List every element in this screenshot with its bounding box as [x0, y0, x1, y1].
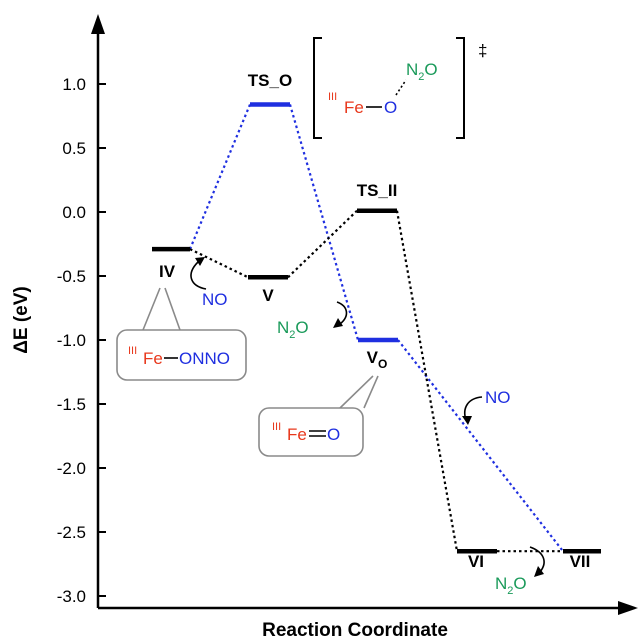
n2o-out-arrow-2: N2O — [495, 546, 545, 597]
right-bracket — [456, 37, 465, 139]
connector-v-ts_ii — [287, 209, 358, 279]
state-label-vii: VII — [570, 552, 591, 571]
no-in-arrow-1-head — [195, 257, 205, 266]
state-label-v-o: VO — [367, 348, 388, 371]
x-axis-title: Reaction Coordinate — [262, 620, 448, 641]
y-tick-label: -1.5 — [57, 395, 86, 414]
y-tick-label: -2.5 — [57, 523, 86, 542]
n2o-label-2: N2O — [495, 574, 527, 597]
y-tick-label: -2.0 — [57, 459, 86, 478]
y-tick-label: -3.0 — [57, 587, 86, 606]
iv-structure-box: III Fe ONNO — [116, 287, 247, 381]
y-tick-label: -1.0 — [57, 331, 86, 350]
iv-box-border — [116, 329, 247, 381]
ts-fe-oxidation: III — [328, 91, 337, 103]
vo-structure-box: III Fe O — [258, 375, 379, 457]
iv-fe-oxidation: III — [128, 345, 137, 357]
n2o-out-arrow-2-curve — [529, 546, 545, 573]
no-in-arrow-1: NO — [190, 257, 228, 309]
y-axis — [91, 14, 105, 608]
state-label-ts-o: TS_O — [248, 71, 292, 90]
n2o-out-arrow-1: N2O — [277, 301, 348, 341]
vo-callout-left — [339, 375, 374, 409]
n2o-out-arrow-1-head — [333, 318, 343, 328]
x-axis — [98, 601, 638, 615]
y-tick-label: -0.5 — [57, 267, 86, 286]
y-tick-label: 0.0 — [62, 203, 86, 222]
no-in-arrow-2-head — [462, 416, 472, 425]
iv-onno-label: ONNO — [179, 349, 230, 368]
y-tick-label: 0.5 — [62, 139, 86, 158]
ts-o-n-bond — [395, 79, 407, 96]
energy-levels — [152, 102, 601, 554]
left-bracket — [313, 37, 322, 139]
ts-n2o: N2O — [406, 60, 438, 83]
connector-ts_o-v_o — [288, 104, 360, 341]
state-label-iv: IV — [159, 262, 176, 281]
dagger-symbol: ‡ — [478, 41, 487, 60]
no-label-2: NO — [485, 388, 511, 407]
state-label-v: V — [262, 286, 274, 305]
vo-o-label: O — [327, 425, 340, 444]
x-axis-arrowhead — [618, 601, 638, 615]
state-labels: IV TS_O V TS_II VO VI VII — [159, 71, 590, 571]
n2o-out-arrow-1-curve — [336, 301, 348, 325]
vo-callout-right — [363, 375, 379, 409]
connector-iv-ts_o — [188, 104, 252, 250]
connector-lines — [188, 104, 564, 553]
y-axis-title: ΔE (eV) — [11, 286, 32, 354]
state-label-vi: VI — [468, 552, 484, 571]
no-label-1: NO — [202, 290, 228, 309]
n2o-label-1: N2O — [277, 318, 309, 341]
ts-structure-annotation: ‡ III Fe O N2O — [313, 37, 487, 139]
ts-o-label: O — [384, 98, 397, 117]
no-in-arrow-2: NO — [462, 388, 511, 425]
iv-fe-label: Fe — [143, 349, 163, 368]
y-axis-arrowhead — [91, 14, 105, 34]
vo-fe-label: Fe — [287, 425, 307, 444]
iv-callout-right — [164, 287, 181, 331]
ts-fe-label: Fe — [344, 98, 364, 117]
vo-fe-oxidation: III — [272, 421, 281, 433]
y-ticks: 1.0 0.5 0.0 -0.5 -1.0 -1.5 -2.0 -2.5 -3.0 — [57, 75, 106, 606]
no-in-arrow-1-curve — [190, 261, 207, 290]
y-tick-label: 1.0 — [62, 75, 86, 94]
vo-box-border — [258, 407, 364, 457]
state-label-ts-ii: TS_II — [357, 181, 398, 200]
iv-callout-left — [142, 287, 161, 331]
connector-v_o-vii — [397, 339, 564, 552]
n2o-out-arrow-2-head — [534, 566, 544, 577]
connector-ts_ii-vi — [395, 210, 459, 552]
